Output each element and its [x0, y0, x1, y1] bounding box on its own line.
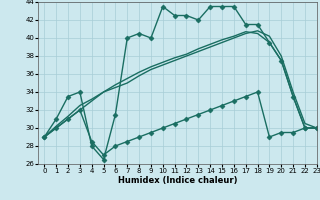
X-axis label: Humidex (Indice chaleur): Humidex (Indice chaleur)	[118, 176, 237, 185]
